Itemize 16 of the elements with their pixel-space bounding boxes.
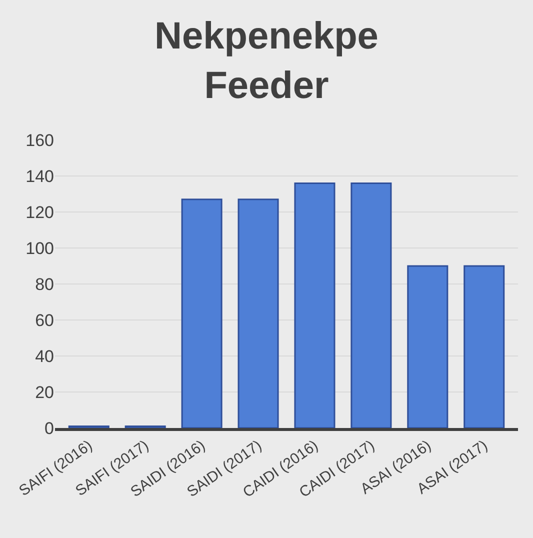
bar <box>407 265 448 428</box>
bar <box>181 198 222 428</box>
y-tick-label: 60 <box>35 310 54 330</box>
y-tick-label: 120 <box>26 202 54 222</box>
y-tick-label: 80 <box>35 274 54 294</box>
y-tick-label: 20 <box>35 382 54 402</box>
y-tick-label: 160 <box>26 130 54 150</box>
chart-title: Nekpenekpe Feeder <box>154 15 378 107</box>
y-tick-label: 40 <box>35 346 54 366</box>
y-tick-label: 140 <box>26 166 54 186</box>
bar <box>464 265 505 428</box>
bar <box>350 182 392 428</box>
bar <box>238 198 279 428</box>
bar <box>294 182 336 428</box>
y-tick-label: 100 <box>26 238 54 258</box>
y-tick-label: 0 <box>44 418 54 438</box>
